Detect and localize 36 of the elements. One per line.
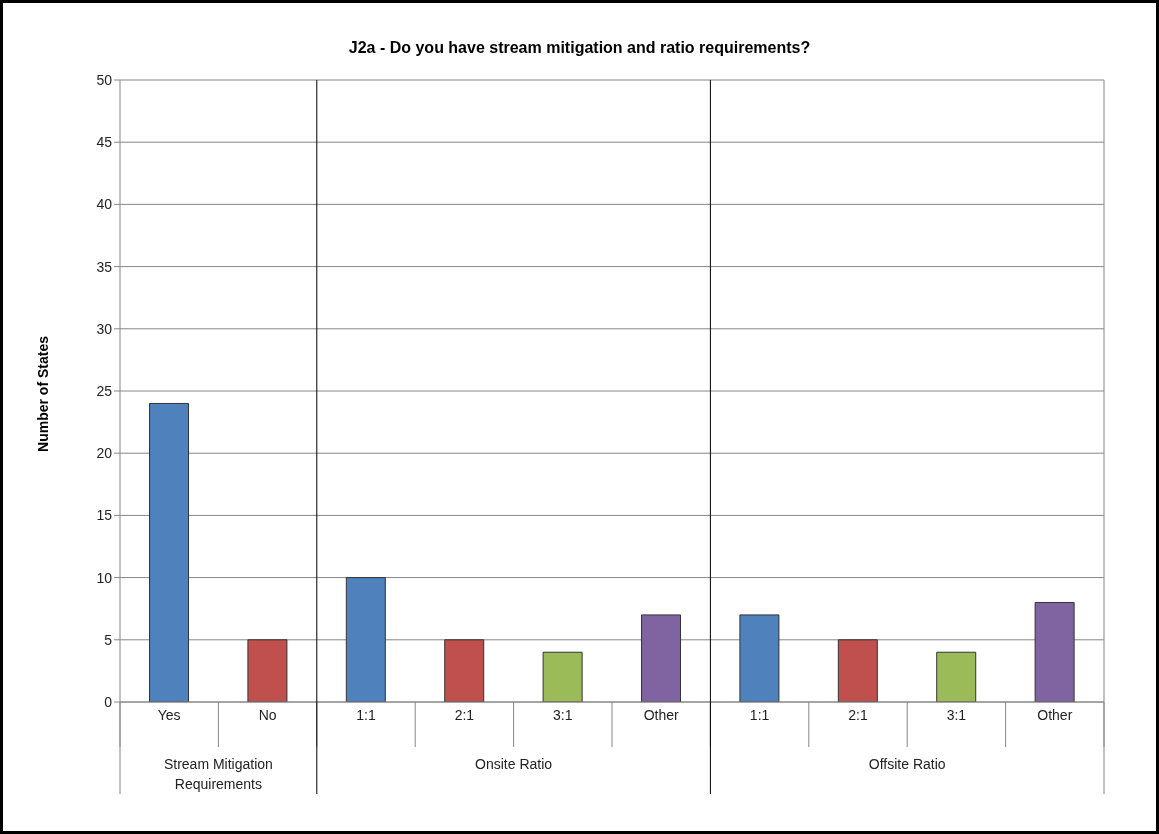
text: Stream Mitigation Requirements — [162, 755, 274, 794]
bar — [641, 614, 682, 702]
bar — [1034, 601, 1075, 702]
x-tick-label: 3:1 — [946, 706, 967, 723]
x-tick-label: Other — [1037, 706, 1073, 723]
y-tick-label: 25 — [96, 382, 113, 399]
x-tick-label: 1:1 — [749, 706, 770, 723]
text: Offsite Ratio — [868, 755, 946, 774]
x-tick-label: Yes — [157, 706, 181, 723]
y-tick-label: 40 — [96, 196, 113, 213]
y-axis-title: Number of States — [35, 336, 52, 452]
x-tick-label: 2:1 — [848, 706, 868, 723]
y-tick-label: 10 — [96, 569, 113, 586]
chart-title: J2a - Do you have stream mitigation and ratio requirements? — [347, 39, 812, 57]
y-tick-label: 5 — [104, 631, 113, 648]
x-tick-label: No — [258, 706, 277, 723]
x-tick-label: Other — [643, 706, 680, 723]
y-tick-label: 15 — [96, 507, 113, 524]
y-tick-label: 20 — [96, 445, 113, 462]
y-tick-label: 50 — [96, 71, 113, 88]
x-tick-label: 1:1 — [356, 706, 376, 723]
bar — [936, 651, 977, 702]
y-tick-label: 35 — [96, 258, 113, 275]
x-tick-label: 3:1 — [553, 706, 573, 723]
y-tick-label: 30 — [96, 320, 113, 337]
bar — [739, 614, 780, 702]
bar — [149, 402, 190, 702]
bar — [542, 651, 583, 702]
x-tick-label: 2:1 — [454, 706, 475, 723]
text: Onsite Ratio — [475, 755, 553, 774]
y-tick-label: 0 — [104, 693, 113, 710]
bar — [247, 639, 288, 702]
bar — [444, 639, 485, 702]
bar — [345, 577, 386, 702]
bar — [837, 639, 878, 702]
y-tick-label: 45 — [96, 134, 113, 151]
